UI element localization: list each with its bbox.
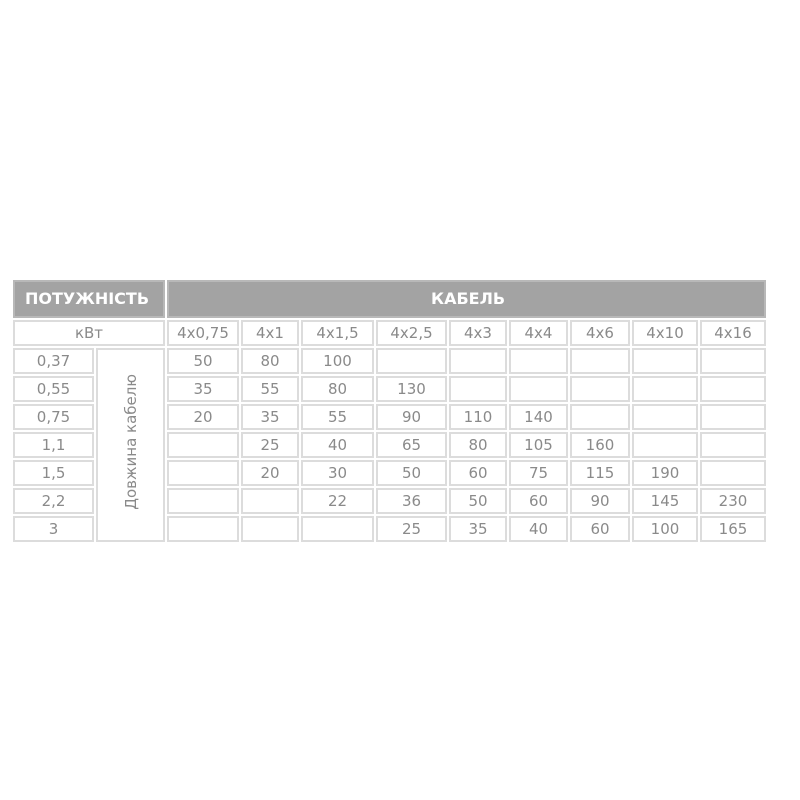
length-cell	[570, 348, 630, 374]
length-cell: 20	[167, 404, 239, 430]
length-cell	[509, 376, 568, 402]
length-cell: 55	[301, 404, 374, 430]
length-cell: 22	[301, 488, 374, 514]
unit-header: кВт	[13, 320, 165, 346]
power-cell: 0,37	[13, 348, 94, 374]
length-cell	[301, 516, 374, 542]
length-cell: 145	[632, 488, 698, 514]
cable-size-header: 4x2,5	[376, 320, 447, 346]
header-row: ПОТУЖНІСТЬ КАБЕЛЬ	[13, 280, 766, 318]
cable-size-header: 4x1	[241, 320, 299, 346]
length-cell: 105	[509, 432, 568, 458]
length-cell	[167, 516, 239, 542]
length-cell: 50	[376, 460, 447, 486]
length-cell: 165	[700, 516, 766, 542]
length-cell: 110	[449, 404, 507, 430]
length-cell	[700, 432, 766, 458]
length-cell: 25	[241, 432, 299, 458]
cable-size-header: 4x3	[449, 320, 507, 346]
length-cell	[449, 376, 507, 402]
length-cell: 60	[570, 516, 630, 542]
length-cell	[700, 376, 766, 402]
length-cell: 130	[376, 376, 447, 402]
length-cell: 75	[509, 460, 568, 486]
length-cell: 30	[301, 460, 374, 486]
length-cell	[167, 488, 239, 514]
length-cell	[167, 460, 239, 486]
length-cell	[241, 488, 299, 514]
cable-size-header: 4x4	[509, 320, 568, 346]
power-cell: 3	[13, 516, 94, 542]
length-cell	[700, 348, 766, 374]
cable-header: КАБЕЛЬ	[167, 280, 766, 318]
length-cell: 100	[632, 516, 698, 542]
length-cell	[632, 376, 698, 402]
length-cell: 190	[632, 460, 698, 486]
length-cell: 60	[449, 460, 507, 486]
power-header: ПОТУЖНІСТЬ	[13, 280, 165, 318]
table-row: 3 25 35 40 60 100 165	[13, 516, 766, 542]
table-row: 2,2 22 36 50 60 90 145 230	[13, 488, 766, 514]
length-cell	[167, 432, 239, 458]
table-row: 1,1 25 40 65 80 105 160	[13, 432, 766, 458]
cable-size-header: 4x10	[632, 320, 698, 346]
length-cell	[632, 348, 698, 374]
length-cell	[509, 348, 568, 374]
length-cell	[376, 348, 447, 374]
length-cell: 65	[376, 432, 447, 458]
length-cell: 35	[167, 376, 239, 402]
length-cell: 35	[449, 516, 507, 542]
length-cell: 50	[449, 488, 507, 514]
column-header-row: кВт 4x0,75 4x1 4x1,5 4x2,5 4x3 4x4 4x6 4x10 4x16	[13, 320, 766, 346]
length-cell: 160	[570, 432, 630, 458]
length-cell: 230	[700, 488, 766, 514]
length-cell: 20	[241, 460, 299, 486]
length-cell: 80	[241, 348, 299, 374]
table-row: 1,5 20 30 50 60 75 115 190	[13, 460, 766, 486]
length-cell: 36	[376, 488, 447, 514]
cable-length-label: Довжина кабелю	[121, 374, 140, 510]
length-cell: 100	[301, 348, 374, 374]
cable-size-header: 4x6	[570, 320, 630, 346]
length-cell: 55	[241, 376, 299, 402]
length-cell	[241, 516, 299, 542]
length-cell: 40	[301, 432, 374, 458]
length-cell: 35	[241, 404, 299, 430]
length-cell: 80	[301, 376, 374, 402]
cable-size-header: 4x16	[700, 320, 766, 346]
power-cell: 1,5	[13, 460, 94, 486]
length-cell	[570, 376, 630, 402]
length-cell: 140	[509, 404, 568, 430]
cable-size-header: 4x1,5	[301, 320, 374, 346]
length-cell: 115	[570, 460, 630, 486]
power-cell: 0,55	[13, 376, 94, 402]
table-row: 0,37 Довжина кабелю 50 80 100	[13, 348, 766, 542]
length-cell: 90	[376, 404, 447, 430]
length-cell	[632, 432, 698, 458]
length-cell	[632, 404, 698, 430]
power-cell: 2,2	[13, 488, 94, 514]
length-cell	[700, 460, 766, 486]
side-label-cell: Довжина кабелю	[96, 348, 165, 542]
length-cell: 40	[509, 516, 568, 542]
length-cell: 80	[449, 432, 507, 458]
length-cell: 50	[167, 348, 239, 374]
length-cell	[449, 348, 507, 374]
cable-length-table: ПОТУЖНІСТЬ КАБЕЛЬ кВт 4x0,75 4x1 4x1,5 4x2,…	[11, 278, 768, 544]
length-cell: 90	[570, 488, 630, 514]
power-cell: 1,1	[13, 432, 94, 458]
length-cell	[700, 404, 766, 430]
power-cell: 0,75	[13, 404, 94, 430]
table-row: 0,55 35 55 80 130	[13, 376, 766, 402]
length-cell	[570, 404, 630, 430]
length-cell: 60	[509, 488, 568, 514]
table-row: 0,75 20 35 55 90 110 140	[13, 404, 766, 430]
length-cell: 25	[376, 516, 447, 542]
cable-size-header: 4x0,75	[167, 320, 239, 346]
